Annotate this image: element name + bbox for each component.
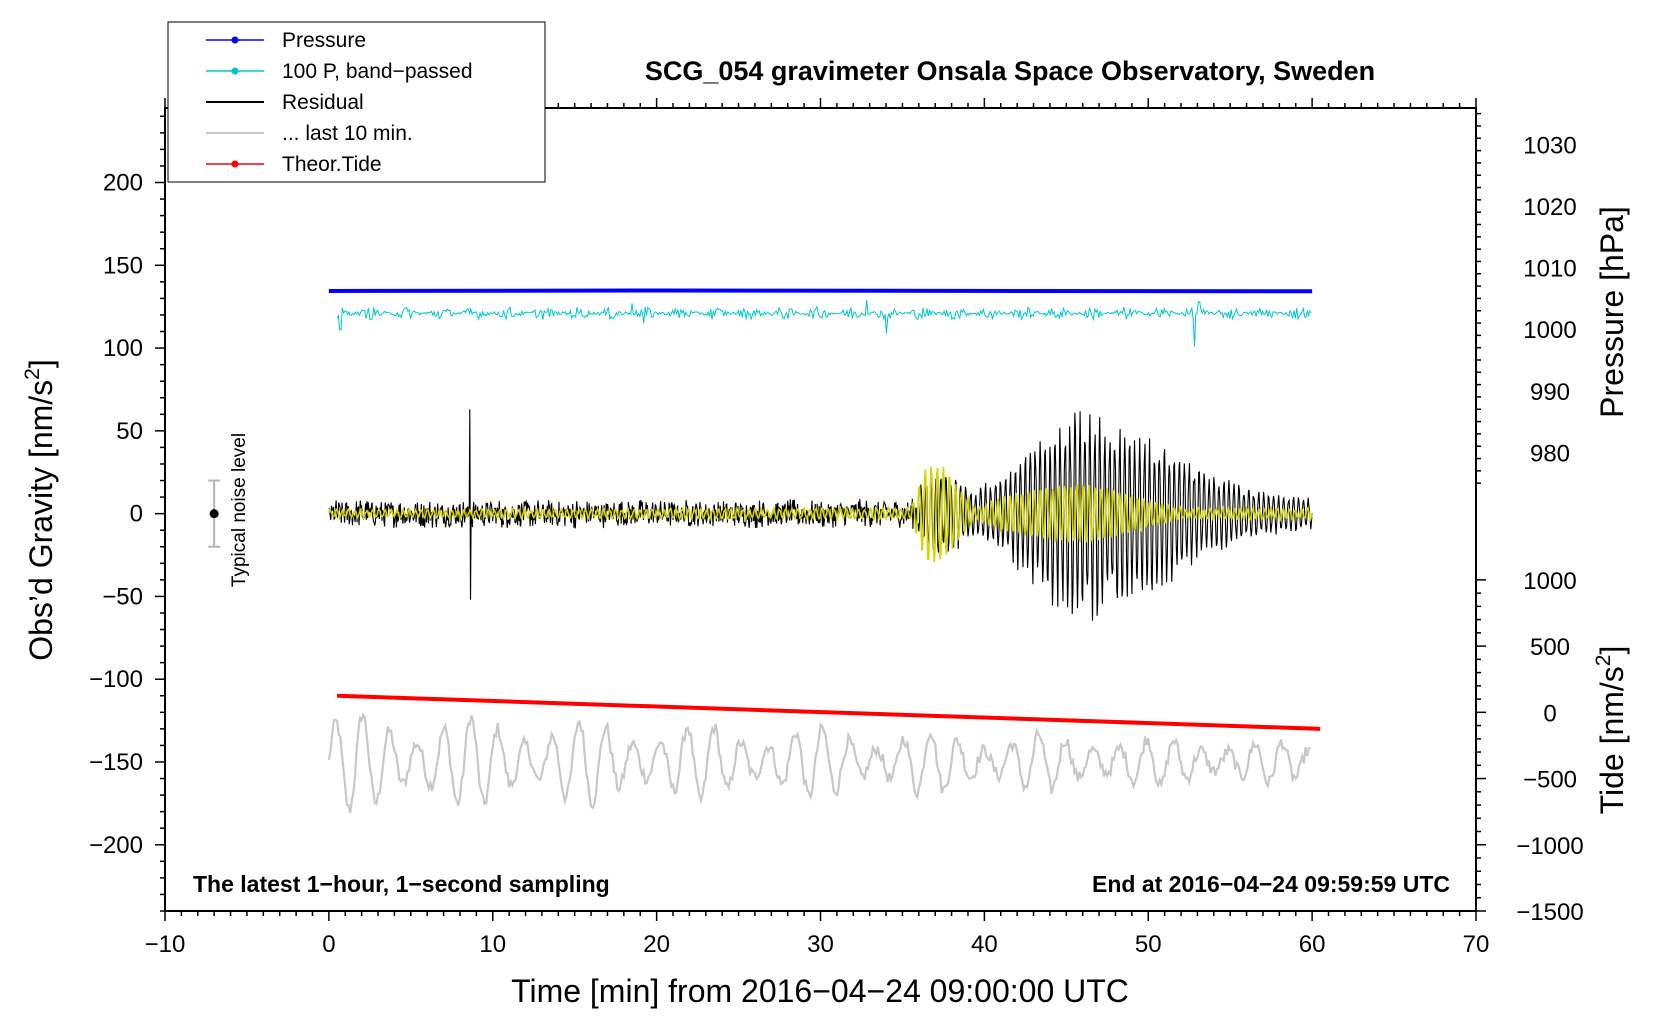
y-left-tick-labels: 200 150 100 50 0 −50 −100 −150 −200 <box>89 170 143 859</box>
x-tick-label: −10 <box>145 931 186 958</box>
legend-label-pressure: Pressure <box>282 29 366 52</box>
tide-tick-label: −1500 <box>1516 899 1583 926</box>
x-tick-label: 30 <box>807 931 834 958</box>
legend-item-pressure: Pressure <box>206 29 366 52</box>
noise-level-indicator <box>208 479 221 548</box>
x-tick-label: 10 <box>479 931 506 958</box>
legend-item-last-10-min: ... last 10 min. <box>206 122 413 145</box>
pressure-tick-label: 1030 <box>1523 132 1576 159</box>
y-left-tick-label: −150 <box>89 749 143 776</box>
x-tick-label: 70 <box>1463 931 1490 958</box>
y-left-tick-label: 100 <box>103 335 143 362</box>
legend-label-band-passed: 100 P, band−passed <box>282 60 473 83</box>
pressure-tick-label: 1020 <box>1523 194 1576 221</box>
x-tick-label: 50 <box>1135 931 1162 958</box>
series-layer <box>327 288 1321 813</box>
y-left-axis-title: Obs’d Gravity [nm/s2] <box>21 359 59 661</box>
legend-item-band-passed: 100 P, band−passed <box>206 60 473 83</box>
legend-marker-theor-tide <box>231 160 239 168</box>
series-pressure <box>328 288 1313 294</box>
chart-title: SCG_054 gravimeter Onsala Space Observat… <box>645 56 1375 86</box>
tide-tick-label: −500 <box>1523 767 1577 794</box>
legend-marker-band-passed <box>231 67 239 75</box>
pressure-axis-title: Pressure [hPa] <box>1594 206 1630 418</box>
x-axis-title: Time [min] from 2016−04−24 09:00:00 UTC <box>511 973 1129 1009</box>
x-tick-label: 40 <box>971 931 998 958</box>
legend-item-residual: Residual <box>206 91 364 114</box>
x-tick-label: 20 <box>643 931 670 958</box>
legend-label-residual: Residual <box>282 91 364 114</box>
y-left-tick-label: −200 <box>89 832 143 859</box>
pressure-tick-label: 980 <box>1530 440 1570 467</box>
tide-tick-labels: 1000 500 0 −500 −1000 −1500 <box>1516 568 1583 926</box>
legend-label-theor-tide: Theor.Tide <box>282 153 382 176</box>
legend-label-last-10-min: ... last 10 min. <box>282 122 413 145</box>
y-left-tick-label: −50 <box>102 583 143 610</box>
legend-marker-pressure <box>231 36 239 44</box>
noise-bar-center-dot <box>209 509 219 519</box>
y-left-tick-label: 0 <box>130 501 143 528</box>
pressure-tick-label: 1010 <box>1523 256 1576 283</box>
series-theor-tide <box>337 693 1321 731</box>
x-tick-labels: −10 0 10 20 30 40 50 60 70 <box>145 931 1490 958</box>
tide-axis-title: Tide [nm/s2] <box>1592 646 1630 815</box>
tide-tick-label: 0 <box>1543 700 1556 727</box>
tide-tick-label: 500 <box>1530 634 1570 661</box>
y-left-tick-label: 150 <box>103 252 143 279</box>
series-filtered <box>328 466 1313 563</box>
y-left-tick-label: 50 <box>116 418 143 445</box>
y-left-tick-label: −100 <box>89 666 143 693</box>
y-left-tick-label: 200 <box>103 170 143 197</box>
pressure-tick-label: 990 <box>1530 379 1570 406</box>
series-last-10-min <box>327 712 1311 813</box>
noise-level-label: Typical noise level <box>229 433 250 587</box>
x-tick-label: 0 <box>322 931 335 958</box>
sampling-note: The latest 1−hour, 1−second sampling <box>193 871 610 897</box>
tide-tick-label: −1000 <box>1516 833 1583 860</box>
end-time-note: End at 2016−04−24 09:59:59 UTC <box>1092 871 1450 897</box>
tide-tick-label: 1000 <box>1523 568 1576 595</box>
x-tick-label: 60 <box>1299 931 1326 958</box>
pressure-tick-labels: 1030 1020 1010 1000 990 980 <box>1523 132 1576 467</box>
legend: Pressure 100 P, band−passed Residual ...… <box>167 21 546 183</box>
series-band-passed <box>336 300 1312 347</box>
pressure-tick-label: 1000 <box>1523 317 1576 344</box>
legend-item-theor-tide: Theor.Tide <box>206 153 382 176</box>
